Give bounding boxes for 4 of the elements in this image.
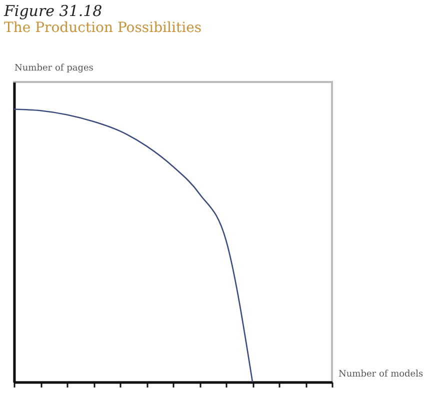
chart-title: Figure 31.18 [3, 2, 102, 20]
y-axis-title: Number of pages [14, 64, 94, 74]
x-axis-title: Number of models [338, 370, 424, 380]
chart-subtitle: The Production Possibilities [4, 20, 202, 36]
